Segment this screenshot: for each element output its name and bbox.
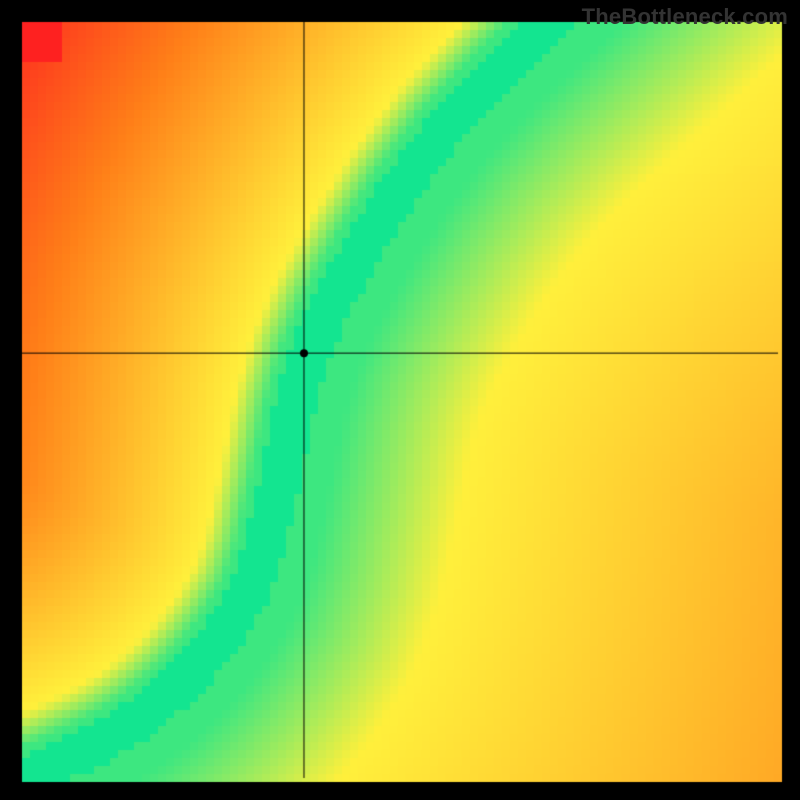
chart-container: { "watermark": "TheBottleneck.com", "hea…	[0, 0, 800, 800]
bottleneck-heatmap	[0, 0, 800, 800]
